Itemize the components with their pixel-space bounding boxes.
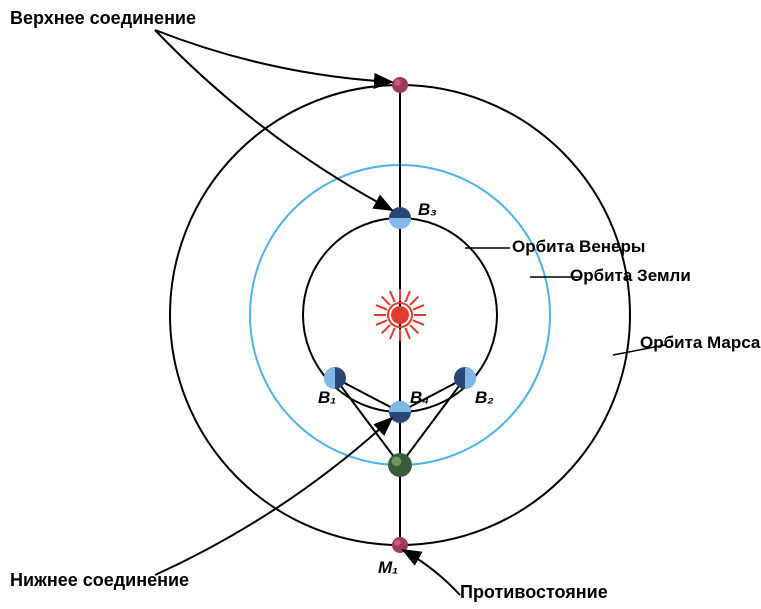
label-m1: M₁ (378, 558, 398, 578)
label-b2: B₂ (475, 388, 494, 408)
label-b1: B₁ (318, 388, 336, 408)
mars-top (392, 77, 408, 93)
label-b3: B₃ (418, 200, 437, 220)
label-opposition: Противостояние (460, 582, 608, 603)
sun-icon (374, 289, 426, 341)
venus-b1 (324, 367, 346, 389)
venus-b2 (454, 367, 476, 389)
label-upper-conjunction: Верхнее соединение (10, 8, 196, 29)
venus-b4 (389, 401, 411, 423)
label-lower-conjunction: Нижнее соединение (10, 570, 189, 591)
planetary-config-diagram (0, 0, 761, 609)
label-b4: B₄ (410, 388, 429, 408)
venus-b3 (389, 207, 411, 229)
label-earth-orbit: Орбита Земли (570, 266, 691, 286)
label-venus-orbit: Орбита Венеры (512, 237, 645, 257)
label-mars-orbit: Орбита Марса (640, 333, 760, 353)
earth-body (388, 453, 412, 477)
